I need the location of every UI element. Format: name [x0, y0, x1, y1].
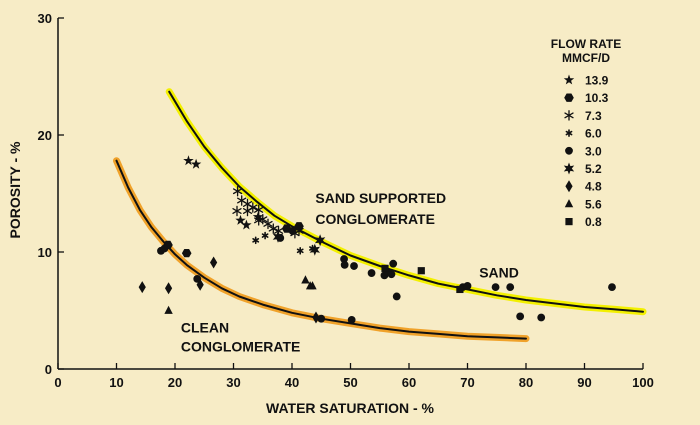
data-point-circle: [367, 269, 376, 277]
x-tick-label: 90: [577, 375, 591, 390]
data-point-small-asterisk: [296, 247, 304, 255]
annotation-label: SAND: [479, 265, 519, 281]
y-axis-title: POROSITY - %: [7, 141, 23, 239]
x-tick-label: 10: [109, 375, 123, 390]
data-point-circle: [317, 314, 326, 323]
data-points: [138, 155, 616, 324]
annotation-label: SAND SUPPORTED: [315, 190, 446, 206]
x-tick-label: 0: [54, 375, 61, 390]
legend-marker-triangle: [564, 199, 574, 208]
x-tick-label: 80: [519, 375, 533, 390]
data-point-star6: [272, 230, 284, 243]
legend-marker-hexagon: [564, 93, 574, 102]
annotation-label: CONGLOMERATE: [181, 338, 301, 354]
data-point-circle: [537, 313, 546, 322]
annotations: SAND SUPPORTED CONGLOMERATE SAND CLEAN CONGL…: [181, 190, 519, 355]
data-point-circle: [340, 260, 349, 269]
legend-items: 13.9 10.3 7.3 6.0 3.0 5.2 4.8 5.6 0.8: [563, 74, 609, 229]
legend-marker-square: [565, 218, 573, 226]
x-tick-label: 60: [402, 375, 416, 390]
data-point-star: [190, 158, 202, 169]
legend-label: 5.6: [585, 197, 602, 211]
legend-marker-circle: [565, 146, 573, 155]
legend-marker-small-asterisk: [565, 129, 573, 137]
data-point-small-asterisk: [252, 236, 260, 245]
data-point-star: [235, 214, 246, 225]
legend-label: 13.9: [585, 74, 609, 88]
data-point-square: [456, 285, 464, 294]
data-point-circle: [491, 283, 500, 291]
x-tick-label: 50: [343, 375, 357, 390]
legend-marker-star6: [563, 162, 575, 175]
data-point-circle: [347, 315, 356, 324]
data-point-star: [241, 219, 252, 230]
annotation-label: CONGLOMERATE: [315, 211, 435, 227]
annotation-label: CLEAN: [181, 320, 229, 336]
data-point-asterisk: [254, 204, 264, 216]
data-point-diamond: [210, 256, 218, 269]
y-tick-label: 0: [45, 362, 52, 377]
axis-ticks: 0 10 20 30 40 50 60 70 80 90 100 0 10 20 30: [38, 11, 654, 390]
y-tick-label: 30: [38, 11, 52, 26]
legend-marker-diamond: [565, 180, 573, 193]
data-point-square: [417, 267, 425, 275]
data-point-triangle: [308, 281, 317, 290]
data-point-star6: [314, 234, 326, 247]
legend-marker-asterisk: [564, 110, 574, 121]
legend-title-line1: FLOW RATE: [551, 37, 621, 51]
x-tick-label: 100: [632, 375, 654, 390]
x-tick-label: 70: [460, 375, 474, 390]
trend-curve-1: [165, 88, 647, 316]
data-point-circle: [392, 292, 401, 301]
legend-label: 3.0: [585, 144, 602, 158]
data-point-square: [381, 264, 389, 272]
legend-marker-star: [563, 74, 575, 85]
data-point-asterisk: [263, 218, 273, 230]
data-point-diamond: [196, 278, 204, 291]
x-axis-title: WATER SATURATION - %: [266, 400, 435, 416]
x-tick-label: 40: [285, 375, 299, 390]
legend-title-line2: MMCF/D: [562, 51, 610, 65]
data-point-star: [252, 211, 264, 222]
legend-label: 4.8: [585, 180, 602, 194]
x-tick-label: 20: [168, 375, 182, 390]
data-point-asterisk: [242, 205, 253, 217]
x-tick-label: 30: [226, 375, 240, 390]
y-tick-label: 10: [38, 245, 52, 260]
data-point-asterisk: [232, 205, 242, 217]
legend-label: 10.3: [585, 91, 609, 105]
legend-label: 7.3: [585, 109, 602, 123]
data-point-circle: [608, 283, 616, 291]
data-point-asterisk: [254, 215, 264, 226]
data-point-triangle: [301, 275, 310, 284]
legend-label: 0.8: [585, 215, 602, 229]
data-point-circle: [288, 227, 297, 235]
data-point-diamond: [312, 311, 320, 324]
legend-label: 6.0: [585, 127, 602, 141]
data-point-circle: [160, 244, 169, 253]
data-point-triangle: [164, 305, 173, 314]
legend-label: 5.2: [585, 162, 602, 176]
data-point-small-asterisk: [261, 231, 269, 240]
data-point-star6: [309, 243, 320, 256]
trend-curves: [113, 88, 647, 343]
data-point-circle: [350, 262, 358, 270]
trend-curve-2: [113, 157, 530, 343]
data-point-circle: [516, 312, 525, 321]
data-point-circle: [506, 283, 515, 291]
data-point-circle: [389, 259, 398, 268]
data-point-asterisk: [237, 195, 247, 206]
legend: FLOW RATE MMCF/D 13.9 10.3 7.3 6.0 3.0 5.2 4.8…: [551, 37, 621, 229]
data-point-asterisk: [294, 225, 304, 237]
data-point-circle: [463, 282, 472, 290]
data-point-circle: [387, 270, 396, 279]
data-point-diamond: [164, 282, 173, 295]
data-point-star: [183, 155, 194, 166]
data-point-hexagon: [181, 249, 192, 258]
y-tick-label: 20: [38, 128, 52, 143]
data-point-asterisk: [232, 185, 243, 197]
data-point-diamond: [138, 281, 146, 294]
data-point-circle: [340, 255, 348, 263]
